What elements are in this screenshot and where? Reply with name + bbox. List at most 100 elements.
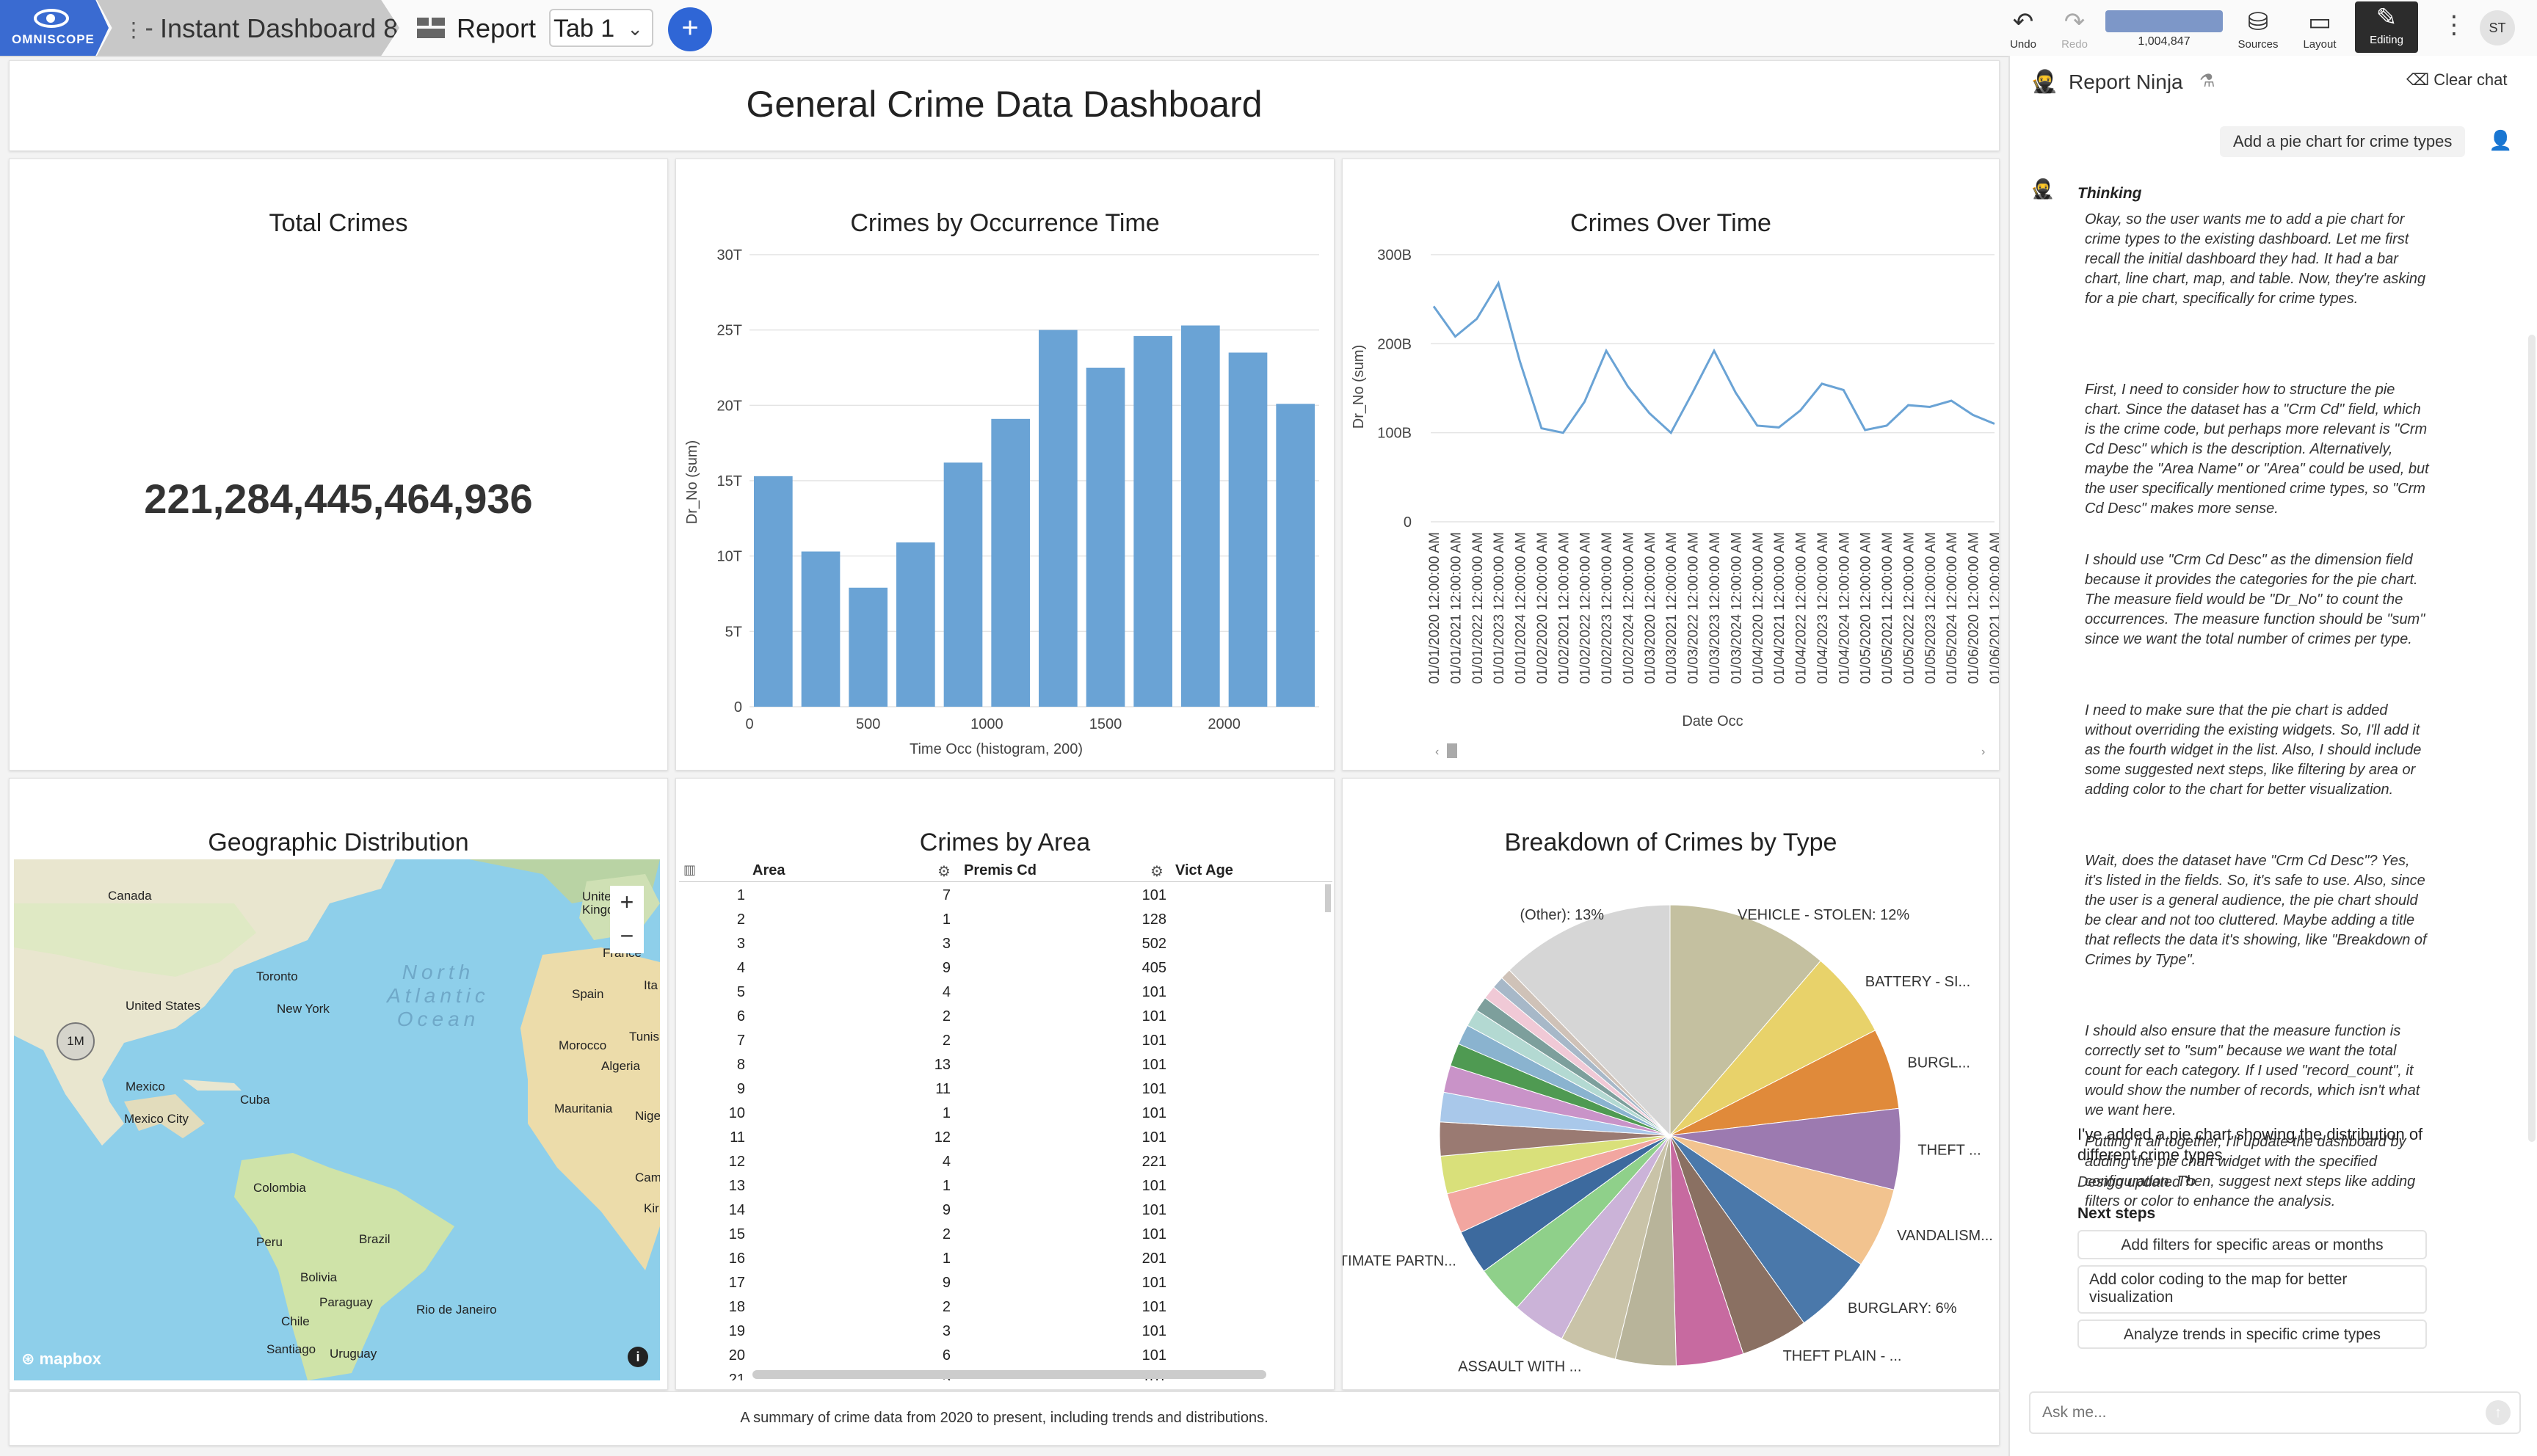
thinking-content: Okay, so the user wants me to add a pie … <box>2010 210 2537 1209</box>
cell-area: 18 <box>728 1299 745 1315</box>
map-label-united-states: United States <box>126 999 201 1013</box>
chat-input-box[interactable]: ↑ <box>2029 1391 2521 1434</box>
row-count-value: 1,004,847 <box>2138 35 2191 48</box>
x-tick-label: 01/04/2020 12:00:00 AM <box>1751 532 1766 684</box>
map-cluster-marker[interactable]: 1M <box>57 1022 95 1060</box>
thinking-label: Thinking <box>2077 185 2142 202</box>
zoom-in-button[interactable]: + <box>610 886 644 920</box>
layout-button[interactable]: ▭ Layout <box>2293 6 2346 51</box>
thinking-paragraph: I should also ensure that the measure fu… <box>2085 1023 2420 1118</box>
cell-area: 8 <box>736 1057 745 1073</box>
histogram-bar[interactable] <box>1133 335 1172 707</box>
area-table[interactable]: ▥ Area ⚙ Premis Cd ⚙ Vict Age 1 7 101 2 1 128… <box>679 859 1332 1380</box>
x-tick-label: 01/03/2021 12:00:00 AM <box>1664 532 1680 684</box>
histogram-bar[interactable] <box>849 587 888 707</box>
geographic-panel[interactable]: Geographic Distribution ✥ ⌖ North Atlant… <box>9 778 668 1390</box>
column-header-area[interactable]: Area <box>752 862 785 878</box>
map-label-canada: Canada <box>108 889 152 903</box>
table-row[interactable]: 20 6 101 <box>679 1344 1332 1369</box>
cell-vict-age: 101 <box>1142 1008 1166 1024</box>
histogram-bar[interactable] <box>1039 330 1078 707</box>
scroll-right-arrow[interactable]: › <box>1981 746 1985 758</box>
table-options-icon[interactable]: ▥ <box>683 862 697 877</box>
table-row[interactable]: 7 2 101 <box>679 1030 1332 1054</box>
crime-types-panel[interactable]: Breakdown of Crimes by Type VEHICLE - ST… <box>1342 778 2000 1390</box>
tab-select[interactable]: Tab 1 ⌄ <box>549 9 653 47</box>
table-row[interactable]: 8 13 101 <box>679 1054 1332 1078</box>
x-tick-label: 01/01/2022 12:00:00 AM <box>1470 532 1486 684</box>
table-row[interactable]: 19 3 101 <box>679 1320 1332 1344</box>
more-menu-icon[interactable]: ⋮ <box>2442 11 2467 39</box>
over-time-y-label: Dr_No (sum) <box>1351 345 1367 429</box>
flask-icon[interactable]: ⚗ <box>2199 71 2215 91</box>
table-row[interactable]: 17 9 101 <box>679 1272 1332 1296</box>
table-row[interactable]: 4 9 405 <box>679 957 1332 981</box>
omniscope-logo[interactable]: OMNISCOPE <box>0 0 109 56</box>
dashboard-title-panel: General Crime Data Dashboard <box>9 60 2000 151</box>
next-step-button[interactable]: Analyze trends in specific crime types <box>2077 1320 2427 1349</box>
over-time-panel[interactable]: Crimes Over Time 300B 200B 100B 0 01/01/202… <box>1342 159 2000 771</box>
table-row[interactable]: 15 2 101 <box>679 1223 1332 1248</box>
map-label-mexico: Mexico <box>126 1080 165 1093</box>
table-row[interactable]: 11 12 101 <box>679 1126 1332 1151</box>
table-row[interactable]: 14 9 101 <box>679 1199 1332 1223</box>
editing-button[interactable]: ✎ Editing <box>2355 1 2418 53</box>
table-row[interactable]: 5 4 101 <box>679 981 1332 1005</box>
vertical-scrollbar[interactable] <box>1325 884 1331 912</box>
histogram-bar[interactable] <box>1276 404 1315 707</box>
table-row[interactable]: 2 1 128 <box>679 909 1332 933</box>
table-row[interactable]: 3 3 502 <box>679 933 1332 957</box>
zoom-out-button[interactable]: − <box>610 920 644 953</box>
column-header-vict-age[interactable]: Vict Age <box>1175 862 1233 878</box>
table-row[interactable]: 9 11 101 <box>679 1078 1332 1102</box>
table-row[interactable]: 1 7 101 <box>679 884 1332 909</box>
chat-scrollbar[interactable] <box>2528 335 2536 1142</box>
redo-button[interactable]: ↷ Redo <box>2053 6 2097 51</box>
scroll-left-arrow[interactable]: ‹ <box>1435 746 1439 758</box>
table-row[interactable]: 12 4 221 <box>679 1151 1332 1175</box>
pie-slice[interactable] <box>1669 960 1876 1136</box>
breadcrumb-dashboard[interactable]: ⋮⁃ Instant Dashboard 8 <box>97 0 399 56</box>
cell-premis-cd: 6 <box>942 1347 951 1364</box>
cell-vict-age: 101 <box>1142 1178 1166 1194</box>
chat-input[interactable] <box>2041 1399 2455 1427</box>
next-step-button[interactable]: Add filters for specific areas or months <box>2077 1230 2427 1259</box>
table-row[interactable]: 16 1 201 <box>679 1248 1332 1272</box>
sources-button[interactable]: ⛁ Sources <box>2232 6 2284 51</box>
histogram-bar[interactable] <box>801 551 841 707</box>
histogram-bar[interactable] <box>943 462 983 707</box>
gear-icon[interactable]: ⚙ <box>1150 864 1164 880</box>
x-tick-label: 01/05/2024 12:00:00 AM <box>1945 532 1960 684</box>
total-crimes-panel[interactable]: Total Crimes 221,284,445,464,936 <box>9 159 668 771</box>
histogram-bar[interactable] <box>1228 352 1268 707</box>
table-row[interactable]: 10 1 101 <box>679 1102 1332 1126</box>
occurrence-time-panel[interactable]: Crimes by Occurrence Time 30T 25T 20T 15T 10… <box>675 159 1335 771</box>
info-icon[interactable]: i <box>628 1347 648 1367</box>
thinking-paragraph: Wait, does the dataset have "Crm Cd Desc… <box>2085 853 2427 968</box>
clear-chat-button[interactable]: ⌫ Clear chat <box>2406 70 2508 90</box>
horizontal-scrollbar-thumb[interactable] <box>1447 743 1457 758</box>
histogram-bar[interactable] <box>1086 368 1125 707</box>
next-step-button[interactable]: Add color coding to the map for better v… <box>2077 1265 2427 1314</box>
horizontal-scrollbar[interactable] <box>752 1370 1266 1379</box>
column-header-premis-cd[interactable]: Premis Cd <box>964 862 1037 878</box>
pie-slice[interactable] <box>1509 904 1671 1137</box>
table-row[interactable]: 18 2 101 <box>679 1296 1332 1320</box>
row-count-indicator[interactable]: 1,004,847 <box>2101 7 2223 51</box>
histogram-bar[interactable] <box>754 476 793 707</box>
crime-map[interactable]: North Atlantic Ocean Canada United State… <box>14 859 660 1380</box>
table-row[interactable]: 6 2 101 <box>679 1005 1332 1030</box>
map-label-tunisia: Tunisi <box>629 1030 660 1044</box>
crimes-by-area-panel[interactable]: Crimes by Area ▥ Area ⚙ Premis Cd ⚙ Vict… <box>675 778 1335 1390</box>
histogram-bar[interactable] <box>1181 325 1220 707</box>
pie-slice[interactable] <box>1669 904 1821 1137</box>
add-view-button[interactable]: + <box>668 7 712 51</box>
undo-button[interactable]: ↶ Undo <box>2001 6 2045 51</box>
gear-icon[interactable]: ⚙ <box>937 864 951 880</box>
user-avatar[interactable]: ST <box>2480 10 2515 46</box>
send-icon[interactable]: ↑ <box>2486 1400 2511 1425</box>
histogram-bar[interactable] <box>991 418 1030 707</box>
histogram-bar[interactable] <box>896 542 935 707</box>
x-tick-label: 1000 <box>970 716 1003 732</box>
table-row[interactable]: 13 1 101 <box>679 1175 1332 1199</box>
